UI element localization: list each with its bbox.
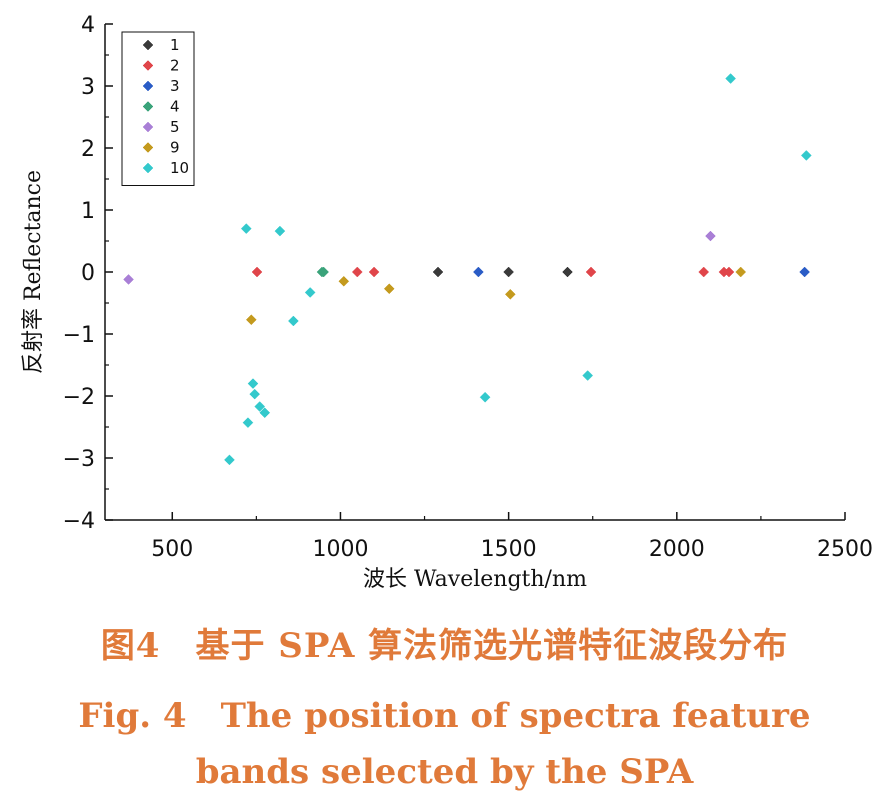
data-point-series-1 (562, 266, 573, 278)
y-tick-label: 2 (81, 137, 95, 162)
legend-box (121, 31, 195, 186)
data-point-series-2 (368, 266, 380, 278)
scatter-chart: −4 −3 −2 −1 0 1 2 3 4 500 1000 1500 2000 2500 波长 Wavel… (21, 13, 873, 592)
y-tick-label: 3 (81, 75, 95, 100)
legend-label-3: 3 (170, 77, 180, 95)
data-point-series-10 (725, 73, 736, 84)
data-point-series-10 (249, 388, 261, 400)
y-tick-label: −4 (63, 509, 95, 534)
data-point-series-5 (123, 274, 134, 285)
legend-marker-10 (142, 162, 154, 174)
legend-marker-4 (142, 101, 154, 112)
legend-label-9: 9 (170, 139, 180, 157)
data-point-series-9 (383, 283, 395, 295)
data-point-series-9 (245, 314, 257, 326)
y-tick-label: −2 (63, 385, 95, 410)
data-point-series-4 (318, 266, 329, 278)
chart-svg: −4 −3 −2 −1 0 1 2 3 4 500 1000 1500 2000 2500 波长 Wavel… (21, 13, 873, 592)
data-point-series-10 (288, 315, 299, 327)
data-point-series-10 (259, 407, 271, 419)
y-tick-label: −1 (63, 323, 95, 348)
legend-marker-3 (142, 80, 154, 92)
x-tick-label: 2000 (649, 537, 705, 562)
figure-caption-english-line-2: bands selected by the SPA (195, 752, 694, 792)
legend-label-1: 1 (170, 36, 180, 54)
data-point-series-10 (224, 454, 235, 466)
x-tick-label: 2500 (817, 537, 873, 562)
data-point-series-2 (251, 266, 263, 278)
y-tick-label: 4 (81, 13, 95, 38)
figure-caption-chinese: 图4 基于 SPA 算法筛选光谱特征波段分布 (100, 626, 789, 666)
data-point-series-10 (247, 378, 259, 389)
data-point-series-2 (698, 266, 710, 278)
data-point-series-3 (473, 266, 484, 278)
data-point-series-10 (242, 417, 254, 429)
y-axis-title: 反射率 Reflectance (21, 170, 46, 374)
data-point-series-10 (240, 223, 252, 234)
legend-label-5: 5 (170, 118, 180, 136)
data-point-series-2 (723, 266, 735, 278)
data-point-series-1 (503, 266, 514, 278)
x-tick-label: 1000 (312, 537, 368, 562)
legend-label-10: 10 (170, 159, 189, 177)
data-point-series-10 (800, 150, 812, 161)
data-point-series-10 (582, 370, 594, 381)
figure-caption-english-line-1: Fig. 4 The position of spectra feature (78, 696, 811, 736)
data-point-series-3 (799, 266, 810, 278)
x-tick-label: 500 (151, 537, 193, 562)
data-point-series-9 (338, 275, 350, 287)
x-axis-title: 波长 Wavelength/nm (363, 567, 587, 592)
data-point-series-9 (735, 266, 747, 278)
data-point-series-10 (304, 287, 316, 298)
data-point-series-10 (479, 391, 491, 403)
y-tick-label: 1 (81, 199, 95, 224)
legend-label-4: 4 (170, 98, 180, 116)
data-point-series-9 (504, 288, 516, 300)
x-tick-label: 1500 (481, 537, 537, 562)
y-tick-label: 0 (81, 261, 95, 286)
data-point-series-2 (351, 266, 363, 278)
data-point-series-1 (432, 266, 444, 278)
legend-marker-5 (142, 121, 154, 133)
legend-label-2: 2 (170, 57, 180, 75)
legend-marker-9 (142, 142, 154, 153)
legend-marker-1 (142, 39, 154, 51)
data-point-series-10 (254, 401, 266, 412)
legend-marker-2 (142, 60, 154, 71)
data-point-series-10 (274, 225, 286, 237)
data-point-series-2 (585, 266, 597, 278)
data-point-series-5 (705, 230, 716, 242)
y-tick-label: −3 (63, 447, 95, 472)
